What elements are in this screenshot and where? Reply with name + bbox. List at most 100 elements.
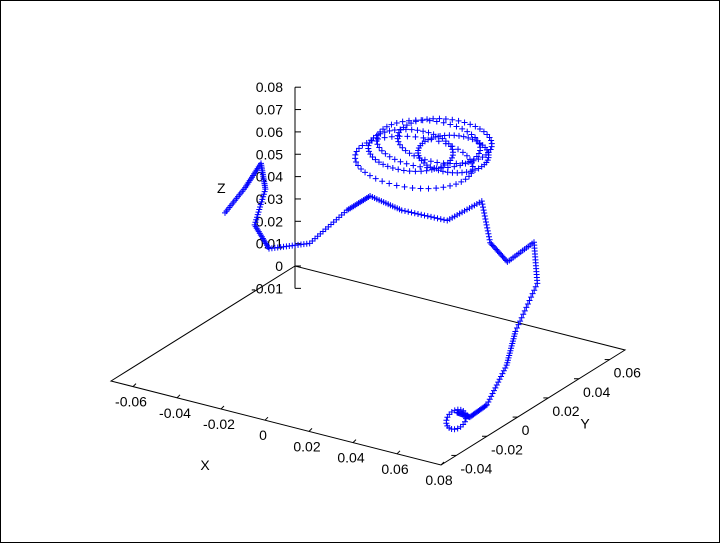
data-point bbox=[447, 160, 454, 167]
data-point bbox=[256, 206, 263, 213]
data-point bbox=[499, 370, 506, 377]
data-point bbox=[395, 129, 402, 136]
data-point bbox=[398, 207, 405, 214]
y-tick-label: 0.02 bbox=[552, 403, 579, 419]
data-point bbox=[401, 183, 408, 190]
data-point bbox=[453, 123, 460, 130]
data-point bbox=[523, 304, 530, 311]
data-point bbox=[384, 163, 391, 170]
data-point bbox=[453, 181, 460, 188]
data-point bbox=[463, 152, 470, 159]
data-point bbox=[396, 133, 403, 140]
data-point bbox=[372, 175, 379, 182]
data-point bbox=[489, 390, 496, 397]
data-point bbox=[448, 154, 455, 161]
data-point bbox=[397, 158, 404, 165]
data-point bbox=[484, 227, 491, 234]
data-point bbox=[399, 118, 406, 125]
data-point bbox=[355, 162, 362, 169]
data-point bbox=[255, 209, 262, 216]
x-tick-label: 0.06 bbox=[381, 461, 408, 477]
data-point bbox=[440, 119, 447, 126]
y-tick-label: 0.04 bbox=[583, 384, 610, 400]
z-tick-label: 0 bbox=[275, 258, 283, 274]
data-point bbox=[462, 176, 469, 183]
data-point bbox=[386, 180, 393, 187]
y-tick-label: -0.04 bbox=[460, 460, 492, 476]
data-point bbox=[459, 149, 466, 156]
data-point bbox=[440, 160, 447, 167]
data-point bbox=[484, 131, 491, 138]
data-point bbox=[365, 148, 372, 155]
x-tick bbox=[132, 383, 137, 387]
data-point bbox=[480, 207, 487, 214]
x-tick bbox=[352, 439, 357, 443]
data-point bbox=[400, 167, 407, 174]
data-point bbox=[410, 162, 417, 169]
data-point bbox=[468, 131, 475, 138]
data-point bbox=[427, 158, 434, 165]
data-point bbox=[391, 127, 398, 134]
data-point bbox=[479, 201, 486, 208]
data-point bbox=[485, 152, 492, 159]
data-point bbox=[375, 159, 382, 166]
tick-labels: -0.0100.010.020.030.040.050.060.070.08-0… bbox=[115, 79, 641, 488]
data-point bbox=[468, 159, 475, 166]
data-point bbox=[411, 210, 418, 217]
data-point bbox=[402, 147, 409, 154]
data-point bbox=[353, 148, 360, 155]
data-point bbox=[463, 412, 470, 419]
x-tick-label: 0.02 bbox=[293, 438, 320, 454]
data-point bbox=[449, 116, 456, 123]
y-tick-label: -0.02 bbox=[491, 441, 523, 457]
data-point bbox=[421, 156, 428, 163]
data-point bbox=[395, 166, 402, 173]
data-point bbox=[424, 213, 431, 220]
data-point bbox=[441, 216, 448, 223]
data-point bbox=[458, 178, 465, 185]
x-tick-label: -0.02 bbox=[203, 416, 235, 432]
data-point bbox=[412, 168, 419, 175]
data-point bbox=[362, 169, 369, 176]
data-point bbox=[379, 178, 386, 185]
data-point bbox=[486, 236, 493, 243]
data-point bbox=[258, 198, 265, 205]
data-point bbox=[449, 143, 456, 150]
data-point bbox=[442, 116, 449, 123]
data-point bbox=[374, 135, 381, 142]
data-point bbox=[488, 393, 495, 400]
y-axis-label: Y bbox=[580, 415, 590, 431]
data-point bbox=[404, 133, 411, 140]
data-point bbox=[382, 150, 389, 157]
data-point bbox=[450, 149, 457, 156]
data-point bbox=[465, 134, 472, 141]
data-point bbox=[424, 116, 431, 123]
data-point bbox=[433, 118, 440, 125]
data-point bbox=[376, 144, 383, 151]
data-point bbox=[352, 155, 359, 162]
data-point bbox=[472, 123, 479, 130]
data-point bbox=[393, 119, 400, 126]
data-point bbox=[426, 117, 433, 124]
data-point bbox=[380, 126, 387, 133]
data-point bbox=[257, 203, 264, 210]
z-tick-label: 0.07 bbox=[256, 102, 283, 118]
data-point bbox=[253, 214, 260, 221]
data-point bbox=[528, 294, 535, 301]
data-point bbox=[460, 133, 467, 140]
data-point bbox=[475, 165, 482, 172]
data-point bbox=[481, 161, 488, 168]
z-tick-label: 0.08 bbox=[256, 79, 283, 95]
data-point bbox=[401, 208, 408, 215]
data-point bbox=[439, 168, 446, 175]
data-point bbox=[393, 182, 400, 189]
data-point bbox=[365, 145, 372, 152]
data-point bbox=[488, 140, 495, 147]
data-point bbox=[353, 158, 360, 165]
data-point bbox=[372, 156, 379, 163]
data-point bbox=[464, 128, 471, 135]
data-point bbox=[358, 166, 365, 173]
data-point bbox=[496, 376, 503, 383]
data-point bbox=[437, 216, 444, 223]
